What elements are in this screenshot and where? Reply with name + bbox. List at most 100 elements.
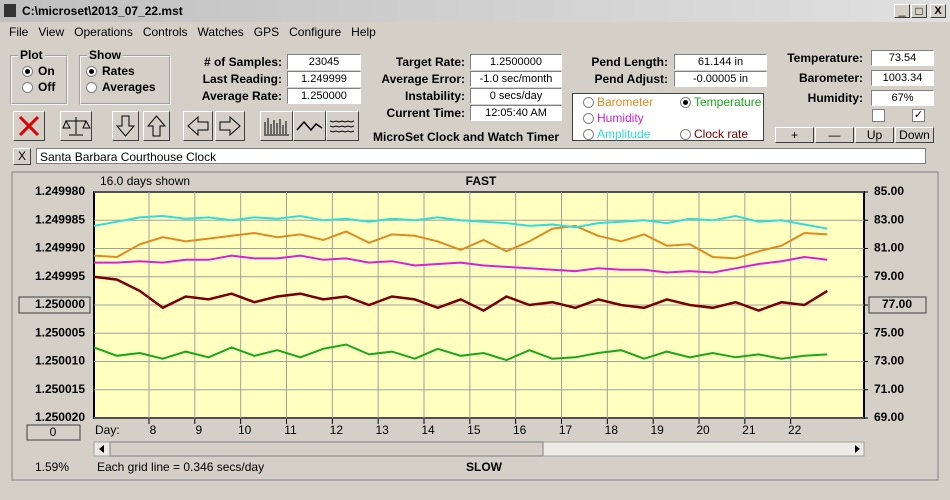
field-label: Average Error: bbox=[381, 72, 465, 86]
radio-label[interactable]: On bbox=[38, 64, 55, 78]
x-axis-label: Day: bbox=[95, 423, 120, 437]
radio-button[interactable] bbox=[22, 66, 33, 77]
menu-item[interactable]: Configure bbox=[289, 25, 342, 39]
menu-item[interactable]: Operations bbox=[74, 25, 133, 39]
y2-tick-label: 69.00 bbox=[874, 410, 904, 424]
y-tick-label: 1.250015 bbox=[35, 382, 85, 396]
menu-item[interactable]: File bbox=[9, 25, 29, 39]
group-title: Show bbox=[87, 48, 123, 62]
scroll-readout-button[interactable] bbox=[26, 424, 81, 441]
legend-radio[interactable] bbox=[680, 97, 691, 108]
series-line bbox=[93, 275, 828, 313]
field-value: -0.00005 in bbox=[674, 71, 767, 87]
scroll-left-arrow[interactable] bbox=[99, 445, 104, 453]
legend-radio[interactable] bbox=[583, 113, 594, 124]
group-title: Plot bbox=[18, 48, 45, 62]
icon bbox=[264, 118, 289, 136]
scroll-readout: 0 bbox=[50, 425, 57, 439]
field-value: 1.2500000 bbox=[470, 54, 562, 70]
x-tick-label: 14 bbox=[421, 423, 435, 437]
series-line bbox=[94, 254, 828, 274]
scale-button[interactable]: + bbox=[775, 127, 814, 143]
right-button[interactable] bbox=[215, 111, 245, 141]
radio-label[interactable]: Rates bbox=[102, 64, 135, 78]
checkbox[interactable]: ✓ bbox=[912, 109, 925, 122]
legend-radio[interactable] bbox=[680, 129, 691, 140]
window-title: C:\microset\2013_07_22.mst bbox=[22, 4, 183, 18]
y2-tick-label: 75.00 bbox=[874, 325, 904, 339]
menu-item[interactable]: View bbox=[38, 25, 65, 39]
x-tick-label: 21 bbox=[742, 423, 756, 437]
field-value: 61.144 in bbox=[674, 54, 767, 70]
legend-panel bbox=[572, 93, 764, 141]
x-tick-label: 20 bbox=[696, 423, 710, 437]
radio-label[interactable]: Averages bbox=[102, 80, 156, 94]
icon bbox=[62, 117, 91, 136]
field-value: 67% bbox=[871, 90, 934, 106]
scrollbar-thumb[interactable] bbox=[109, 441, 544, 457]
clock-name-field[interactable]: Santa Barbara Courthouse Clock bbox=[36, 148, 926, 164]
icon bbox=[18, 115, 40, 137]
x-tick-label: 22 bbox=[788, 423, 802, 437]
x-tick-label: 9 bbox=[195, 423, 202, 437]
x-tick-label: 11 bbox=[284, 423, 297, 437]
stop-button[interactable] bbox=[13, 111, 45, 141]
legend-label[interactable]: Clock rate bbox=[694, 127, 749, 141]
x-tick-label: 16 bbox=[513, 423, 527, 437]
show-group: Show bbox=[79, 48, 171, 105]
fast-label: FAST bbox=[466, 174, 497, 188]
radio-button[interactable] bbox=[86, 82, 97, 93]
maximize-button[interactable]: □ bbox=[911, 4, 927, 18]
minimize-button[interactable]: _ bbox=[894, 4, 910, 18]
radio-label[interactable]: Off bbox=[38, 80, 56, 94]
field-label: Instability: bbox=[404, 89, 465, 103]
slow-label: SLOW bbox=[466, 460, 503, 474]
field-value: 73.54 bbox=[871, 50, 934, 66]
legend-radio[interactable] bbox=[583, 97, 594, 108]
left-button[interactable] bbox=[183, 111, 213, 141]
legend-label[interactable]: Temperature bbox=[694, 95, 762, 109]
balance-button[interactable] bbox=[60, 111, 92, 141]
x-tick-label: 12 bbox=[330, 423, 344, 437]
x-tick-label: 10 bbox=[238, 423, 252, 437]
checkbox[interactable] bbox=[872, 109, 885, 122]
days-shown: 16.0 days shown bbox=[100, 174, 190, 188]
menu-item[interactable]: Watches bbox=[197, 25, 244, 39]
cursor-readout-button[interactable] bbox=[868, 296, 927, 314]
y-tick-label: 1.249980 bbox=[35, 184, 85, 198]
y2-tick-label: 83.00 bbox=[874, 212, 904, 226]
close-button[interactable]: X bbox=[930, 4, 946, 18]
x-tick-label: 15 bbox=[467, 423, 481, 437]
title-bar: C:\microset\2013_07_22.mst _ □ X bbox=[0, 0, 950, 22]
bars-view-button[interactable] bbox=[260, 111, 293, 141]
field-value: 23045 bbox=[287, 54, 361, 70]
series-line bbox=[93, 224, 828, 260]
legend-label[interactable]: Barometer bbox=[597, 95, 654, 109]
icon bbox=[187, 115, 209, 137]
clear-button[interactable]: X bbox=[13, 148, 31, 165]
legend-label[interactable]: Humidity bbox=[597, 111, 644, 125]
scale-button[interactable]: Up bbox=[855, 127, 894, 143]
up-button[interactable] bbox=[143, 111, 170, 141]
field-label: Current Time: bbox=[386, 106, 465, 120]
legend-label[interactable]: Amplitude bbox=[597, 127, 651, 141]
y2-tick-label: 81.00 bbox=[874, 241, 904, 255]
field-value: 12:05:40 AM bbox=[470, 105, 562, 121]
y2-tick-label: 79.00 bbox=[874, 269, 904, 283]
x-tick-label: 13 bbox=[375, 423, 389, 437]
menu-item[interactable]: GPS bbox=[253, 25, 280, 39]
scale-button[interactable]: — bbox=[815, 127, 854, 143]
noise-view-button[interactable] bbox=[326, 111, 359, 141]
legend-radio[interactable] bbox=[583, 129, 594, 140]
field-label: Barometer: bbox=[798, 71, 863, 85]
menu-item[interactable]: Help bbox=[351, 25, 376, 39]
scroll-right-arrow[interactable] bbox=[855, 445, 860, 453]
radio-button[interactable] bbox=[86, 66, 97, 77]
menu-item[interactable]: Controls bbox=[142, 25, 188, 39]
down-button[interactable] bbox=[112, 111, 139, 141]
scale-button[interactable]: Down bbox=[895, 127, 934, 143]
radio-button[interactable] bbox=[22, 82, 33, 93]
wave-view-button[interactable] bbox=[293, 111, 326, 141]
center-button[interactable] bbox=[18, 296, 91, 314]
